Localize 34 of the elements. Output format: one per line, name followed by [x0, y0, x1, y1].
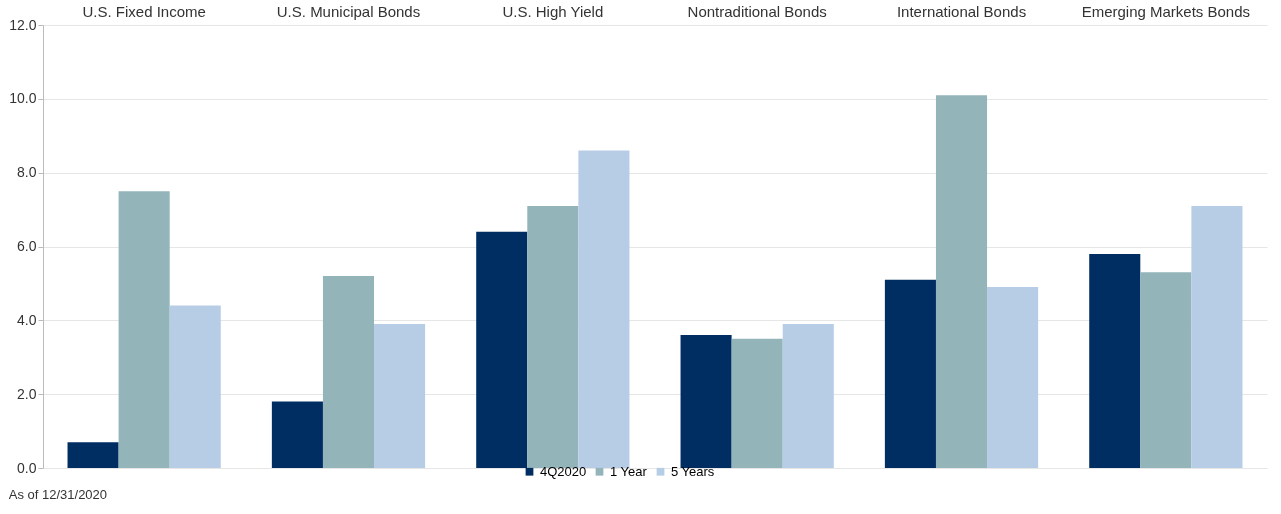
- bar: [1140, 272, 1192, 468]
- bar: [680, 335, 732, 468]
- x-tick-label: Emerging Markets Bonds: [1081, 2, 1251, 20]
- bar: [527, 205, 579, 468]
- x-tick-label: U.S. Municipal Bonds: [276, 2, 421, 20]
- y-tick-label: 10.0: [9, 90, 37, 107]
- bar: [67, 442, 119, 468]
- bar: [322, 276, 375, 468]
- bar: [271, 401, 323, 468]
- bar: [374, 324, 426, 468]
- legend-label: 1 Year: [610, 463, 648, 479]
- y-tick-label: 4.0: [17, 311, 37, 328]
- y-tick-label: 6.0: [17, 238, 37, 254]
- bar: [884, 279, 936, 468]
- x-tick-label: Nontraditional Bonds: [687, 2, 827, 20]
- bar: [987, 287, 1039, 468]
- bar: [169, 305, 221, 468]
- x-tick-label: U.S. High Yield: [502, 2, 604, 20]
- bar: [1089, 253, 1141, 468]
- text: As of 12/31/2020: [8, 487, 108, 502]
- bar: [1191, 205, 1243, 468]
- bar: [118, 191, 170, 468]
- legend-label: 4Q2020: [540, 463, 587, 479]
- x-tick-label: U.S. Fixed Income: [82, 2, 206, 20]
- legend-label: 5 Years: [671, 463, 715, 479]
- y-tick-label: 0.0: [17, 459, 37, 476]
- bar: [935, 95, 988, 468]
- y-tick-label: 2.0: [17, 385, 37, 402]
- bar: [782, 324, 834, 468]
- y-tick-label: 12.0: [9, 16, 37, 33]
- bar: [731, 338, 783, 468]
- x-tick-label: International Bonds: [896, 2, 1027, 20]
- y-tick-label: 8.0: [17, 164, 37, 181]
- bar: [578, 150, 630, 468]
